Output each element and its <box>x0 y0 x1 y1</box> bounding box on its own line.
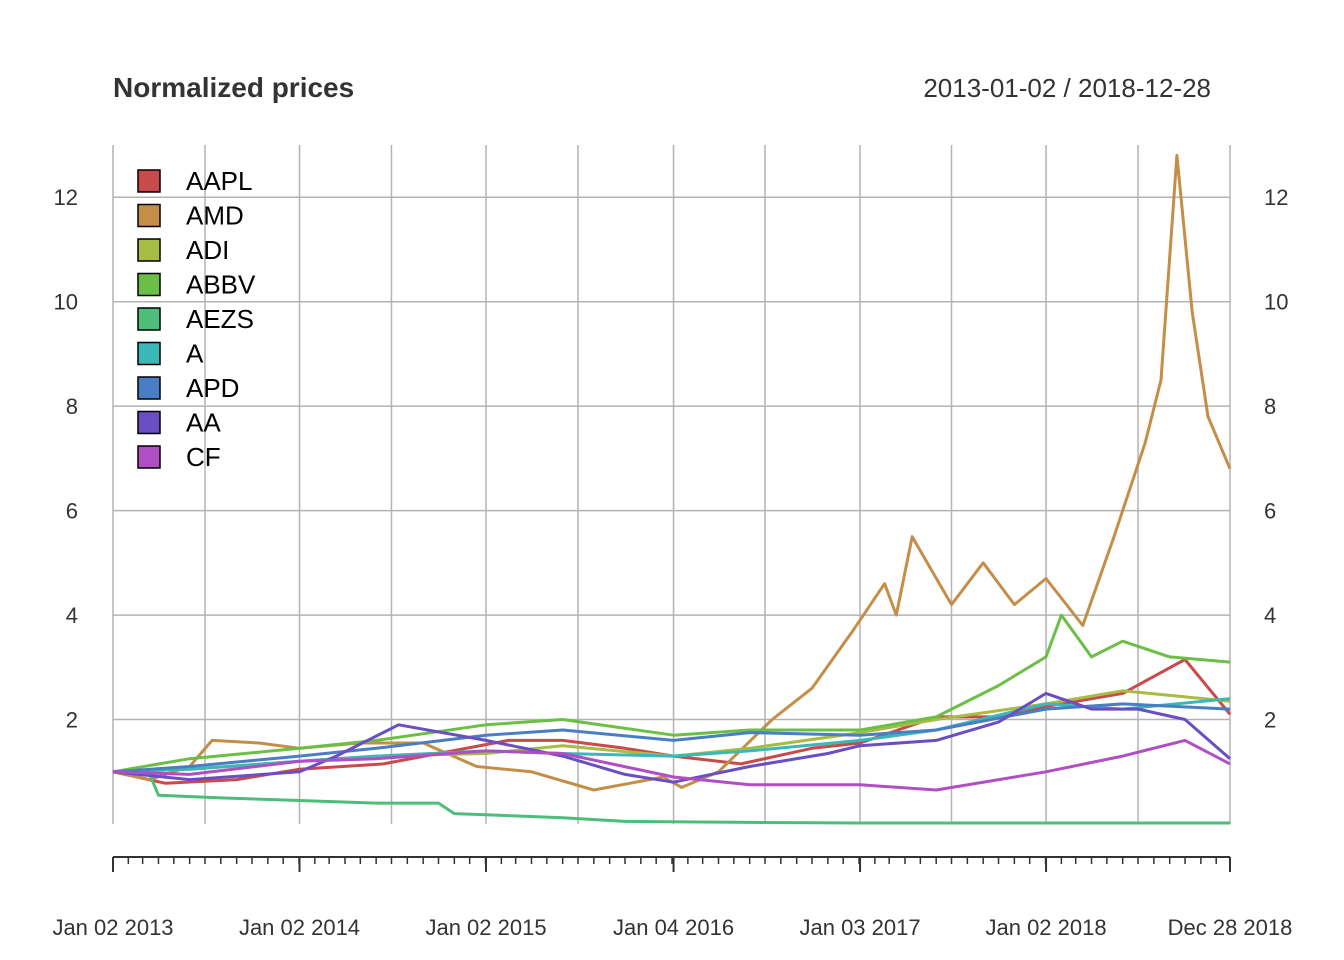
legend-item-abbv: ABBV <box>137 270 256 300</box>
y-tick-label-left: 10 <box>54 290 78 315</box>
x-tick-label: Jan 03 2017 <box>799 915 920 940</box>
x-axis: Jan 02 2013 Jan 02 2014 Jan 02 2015 Jan 04 … <box>52 856 1293 940</box>
legend-label: AAPL <box>186 166 253 196</box>
y-tick-label-right: 10 <box>1264 290 1288 315</box>
x-tick-label: Jan 02 2013 <box>52 915 173 940</box>
series-line-aa <box>112 691 1231 784</box>
y-tick-label-left: 4 <box>66 603 78 628</box>
y-tick-label-right: 4 <box>1264 603 1276 628</box>
series-line-cf <box>112 738 1231 792</box>
y-axis-right: 2 4 6 8 10 12 <box>1264 185 1288 732</box>
legend-label: ABBV <box>186 270 256 300</box>
x-tick-label: Jan 04 2016 <box>613 915 734 940</box>
legend-swatch <box>137 341 161 366</box>
series-line-apd <box>112 702 1231 774</box>
series-line-aezs <box>112 770 1230 825</box>
y-tick-label-left: 8 <box>66 394 78 419</box>
y-tick-label-left: 12 <box>54 185 78 210</box>
x-tick-label: Jan 02 2015 <box>425 915 546 940</box>
y-tick-label-right: 12 <box>1264 185 1288 210</box>
legend-swatch <box>137 307 161 331</box>
legend: AAPL AMD ADI ABBV AEZS A APD AA CF <box>137 166 256 472</box>
legend-item-cf: CF <box>137 442 221 472</box>
legend-item-aezs: AEZS <box>137 304 254 334</box>
grid-lines <box>112 145 1231 824</box>
legend-item-apd: APD <box>137 373 239 403</box>
date-range-label: 2013-01-02 / 2018-12-28 <box>923 73 1211 103</box>
legend-item-aapl: AAPL <box>137 166 253 196</box>
y-axis-left: 2 4 6 8 10 12 <box>54 185 78 732</box>
legend-item-a: A <box>137 339 204 369</box>
x-tick-label: Jan 02 2018 <box>985 915 1106 940</box>
y-tick-label-right: 6 <box>1264 499 1276 524</box>
legend-label: CF <box>186 442 221 472</box>
legend-swatch <box>137 169 161 193</box>
series-lines <box>112 153 1232 825</box>
chart-title: Normalized prices <box>113 72 354 103</box>
legend-label: APD <box>186 373 239 403</box>
series-line-abbv <box>112 613 1231 774</box>
y-tick-label-left: 2 <box>66 708 78 733</box>
legend-label: A <box>186 339 204 369</box>
legend-label: ADI <box>186 235 229 265</box>
legend-swatch <box>137 238 161 262</box>
legend-item-adi: ADI <box>137 235 229 265</box>
legend-label: AEZS <box>186 304 254 334</box>
x-tick-label: Jan 02 2014 <box>239 915 360 940</box>
legend-label: AMD <box>186 201 244 231</box>
y-tick-label-left: 6 <box>66 499 78 524</box>
legend-swatch <box>137 410 161 435</box>
legend-label: AA <box>186 408 221 438</box>
y-tick-label-right: 8 <box>1264 394 1276 419</box>
legend-swatch <box>137 376 161 400</box>
legend-swatch <box>137 272 161 297</box>
legend-swatch <box>137 203 161 228</box>
x-tick-label: Dec 28 2018 <box>1168 915 1293 940</box>
legend-item-amd: AMD <box>137 201 244 231</box>
legend-item-aa: AA <box>137 408 221 438</box>
y-tick-label-right: 2 <box>1264 708 1276 733</box>
legend-swatch <box>137 445 161 469</box>
